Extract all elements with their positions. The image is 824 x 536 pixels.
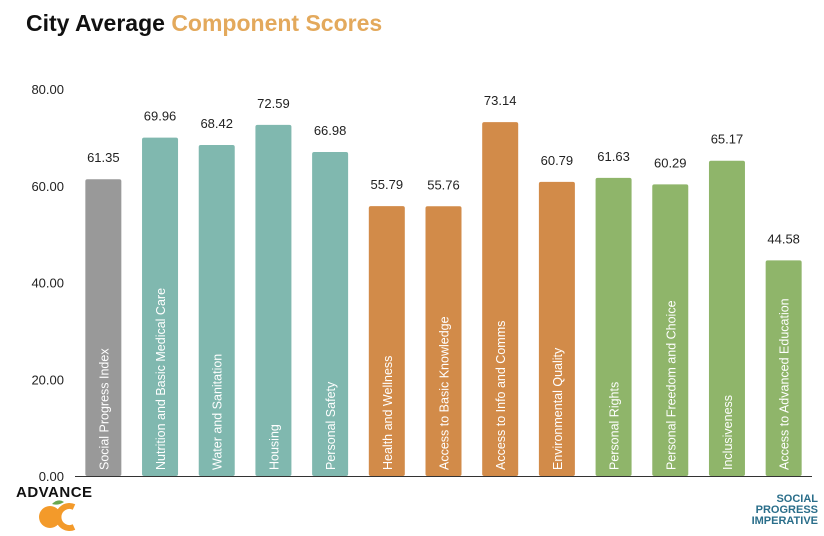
data-label: 65.17 xyxy=(711,132,744,147)
y-tick-label: 20.00 xyxy=(31,372,64,387)
bar xyxy=(312,151,349,476)
category-label: Health and Wellness xyxy=(381,356,395,470)
logo-line-3: IMPERATIVE xyxy=(751,515,818,527)
orange-logo-icon xyxy=(39,500,76,531)
data-label: 69.96 xyxy=(144,109,177,124)
category-label: Social Progress Index xyxy=(97,348,111,470)
bar xyxy=(142,137,179,477)
category-label: Water and Sanitation xyxy=(211,354,225,470)
category-label: Inclusiveness xyxy=(721,395,735,470)
social-progress-imperative-logo: SOCIAL PROGRESS IMPERATIVE xyxy=(752,494,818,527)
bar xyxy=(198,145,235,476)
logo-line-1: SOCIAL xyxy=(776,493,818,505)
category-label: Access to Info and Comms xyxy=(494,321,508,470)
y-tick-label: 40.00 xyxy=(31,276,64,291)
bar xyxy=(595,177,632,476)
title-part-1: City Average xyxy=(26,10,172,36)
y-tick-label: 60.00 xyxy=(31,179,64,194)
category-label: Personal Rights xyxy=(608,382,622,470)
category-label: Housing xyxy=(267,424,281,470)
data-label: 66.98 xyxy=(314,123,347,138)
category-label: Nutrition and Basic Medical Care xyxy=(154,288,168,470)
data-label: 73.14 xyxy=(484,93,517,108)
data-label: 55.79 xyxy=(371,177,404,192)
chart-title: City Average Component Scores xyxy=(26,10,382,37)
y-tick-label: 0.00 xyxy=(39,469,64,484)
title-part-2: Component Scores xyxy=(171,10,383,36)
data-label: 60.29 xyxy=(654,155,687,170)
bar xyxy=(765,260,802,476)
data-label: 60.79 xyxy=(541,153,574,168)
data-label: 61.35 xyxy=(87,150,120,165)
bar xyxy=(255,124,292,476)
category-label: Environmental Quality xyxy=(551,347,565,470)
advance-logo-text: ADVANCE xyxy=(16,484,93,501)
data-label: 68.42 xyxy=(200,116,233,131)
bar xyxy=(708,160,745,477)
bar xyxy=(85,179,122,477)
category-label: Personal Safety xyxy=(324,381,338,470)
bar xyxy=(652,184,689,477)
bar xyxy=(368,206,405,476)
category-label: Access to Advanced Education xyxy=(778,298,792,470)
logo-line-2: PROGRESS xyxy=(755,504,818,516)
bar xyxy=(538,181,575,476)
category-label: Personal Freedom and Choice xyxy=(664,300,678,470)
data-label: 55.76 xyxy=(427,177,460,192)
data-label: 72.59 xyxy=(257,96,290,111)
bar xyxy=(482,122,519,477)
bar xyxy=(425,206,462,477)
data-label: 44.58 xyxy=(767,231,800,246)
category-label: Access to Basic Knowledge xyxy=(438,316,452,470)
data-label: 61.63 xyxy=(597,149,630,164)
advance-oc-logo: ADVANCE xyxy=(12,484,112,534)
y-tick-label: 80.00 xyxy=(31,82,64,97)
